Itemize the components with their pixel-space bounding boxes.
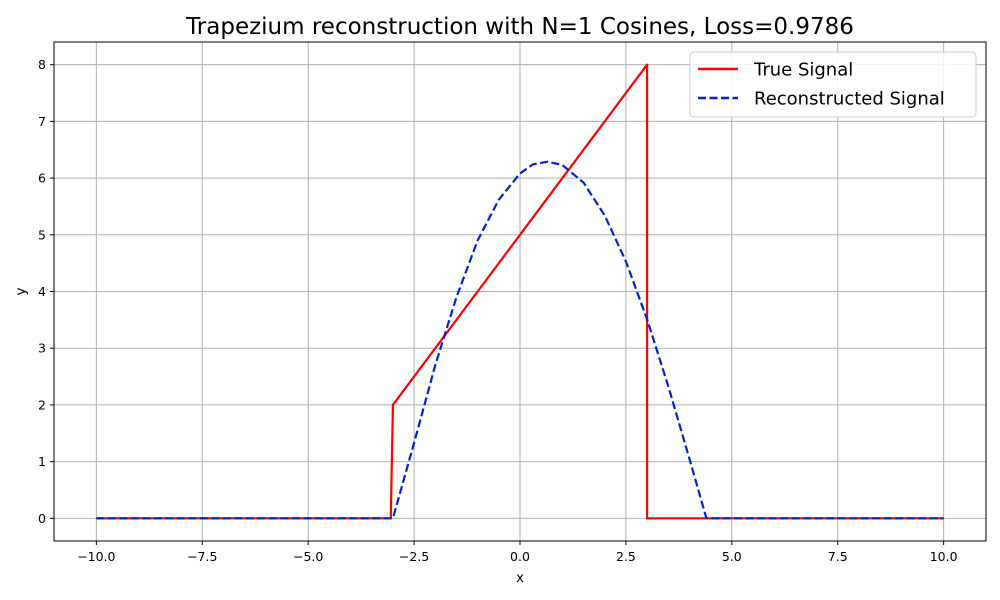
y-tick-label: 0 xyxy=(38,511,46,526)
x-tick-label: −10.0 xyxy=(77,549,115,564)
chart-title: Trapezium reconstruction with N=1 Cosine… xyxy=(185,14,854,40)
legend-label-reconstructed-signal: Reconstructed Signal xyxy=(754,89,945,110)
y-tick-label: 7 xyxy=(38,114,46,129)
x-tick-label: 10.0 xyxy=(930,549,958,564)
x-tick-label: −2.5 xyxy=(399,549,429,564)
y-tick-label: 4 xyxy=(38,284,46,299)
y-tick-label: 8 xyxy=(38,57,46,72)
legend-box xyxy=(689,51,977,118)
series-group xyxy=(96,63,944,520)
legend-label-true-signal: True Signal xyxy=(753,60,853,81)
y-axis-label: y xyxy=(13,288,29,296)
x-tick-label: 0.0 xyxy=(510,549,530,564)
y-tick-label: 6 xyxy=(38,171,46,186)
x-tick-label: −5.0 xyxy=(293,549,323,564)
x-tick-label: 2.5 xyxy=(616,549,636,564)
y-tick-label: 5 xyxy=(38,227,46,242)
x-axis-label: x xyxy=(516,570,524,586)
y-tick-label: 2 xyxy=(38,397,46,412)
reconstructed-signal-line xyxy=(96,160,944,520)
x-tick-label: −7.5 xyxy=(187,549,217,564)
y-tick-label: 3 xyxy=(38,341,46,356)
x-tick-label: 7.5 xyxy=(828,549,848,564)
y-tick-label: 1 xyxy=(38,454,46,469)
x-tick-label: 5.0 xyxy=(722,549,742,564)
legend: True Signal Reconstructed Signal xyxy=(689,51,977,118)
ticks: −10.0 −7.5 −5.0 −2.5 0.0 2.5 5.0 7.5 10.0 0 1 2 3 4 5 6… xyxy=(38,57,958,564)
